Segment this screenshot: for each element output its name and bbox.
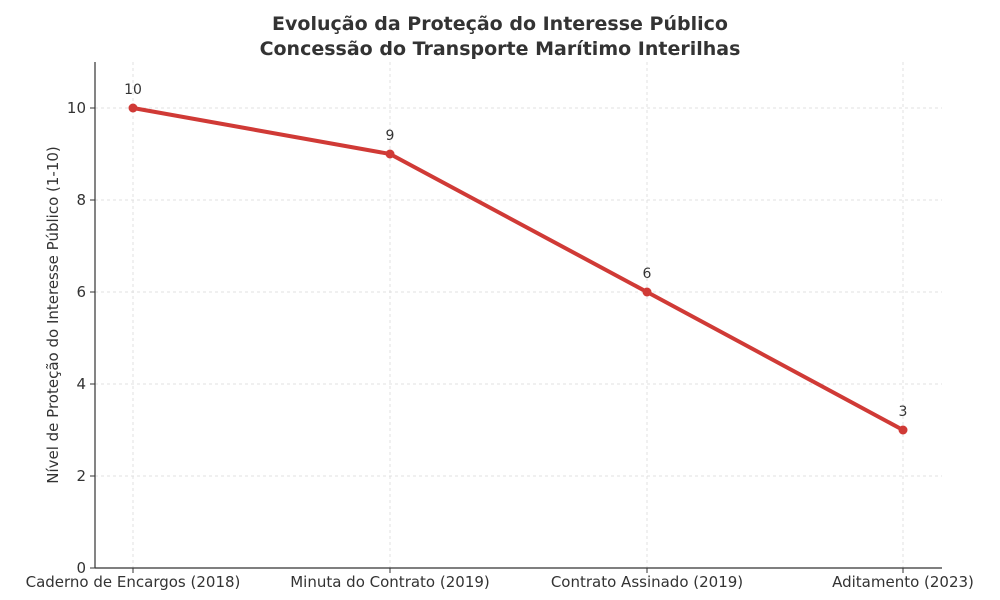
y-tick-label: 10 xyxy=(67,99,86,117)
y-tick-label: 6 xyxy=(76,283,86,301)
data-point xyxy=(128,103,138,113)
data-point xyxy=(898,425,908,435)
y-tick-label: 2 xyxy=(76,467,86,485)
y-axis-title: Nível de Proteção do Interesse Público (… xyxy=(44,146,62,484)
x-tick-label: Minuta do Contrato (2019) xyxy=(290,573,490,591)
chart-title: Evolução da Proteção do Interesse Públic… xyxy=(272,13,728,35)
data-point xyxy=(642,287,652,297)
chart-subtitle: Concessão do Transporte Marítimo Interil… xyxy=(259,38,741,60)
x-tick-label: Contrato Assinado (2019) xyxy=(551,573,743,591)
y-tick-label: 4 xyxy=(76,375,86,393)
data-label: 3 xyxy=(899,404,908,420)
data-point xyxy=(385,149,395,159)
x-tick-label: Aditamento (2023) xyxy=(832,573,974,591)
data-label: 10 xyxy=(124,82,142,98)
y-tick-label: 8 xyxy=(76,191,86,209)
x-tick-label: Caderno de Encargos (2018) xyxy=(26,573,241,591)
y-tick-label: 0 xyxy=(76,559,86,577)
series-line xyxy=(131,106,905,432)
data-label: 9 xyxy=(386,128,395,144)
data-label: 6 xyxy=(643,266,652,282)
